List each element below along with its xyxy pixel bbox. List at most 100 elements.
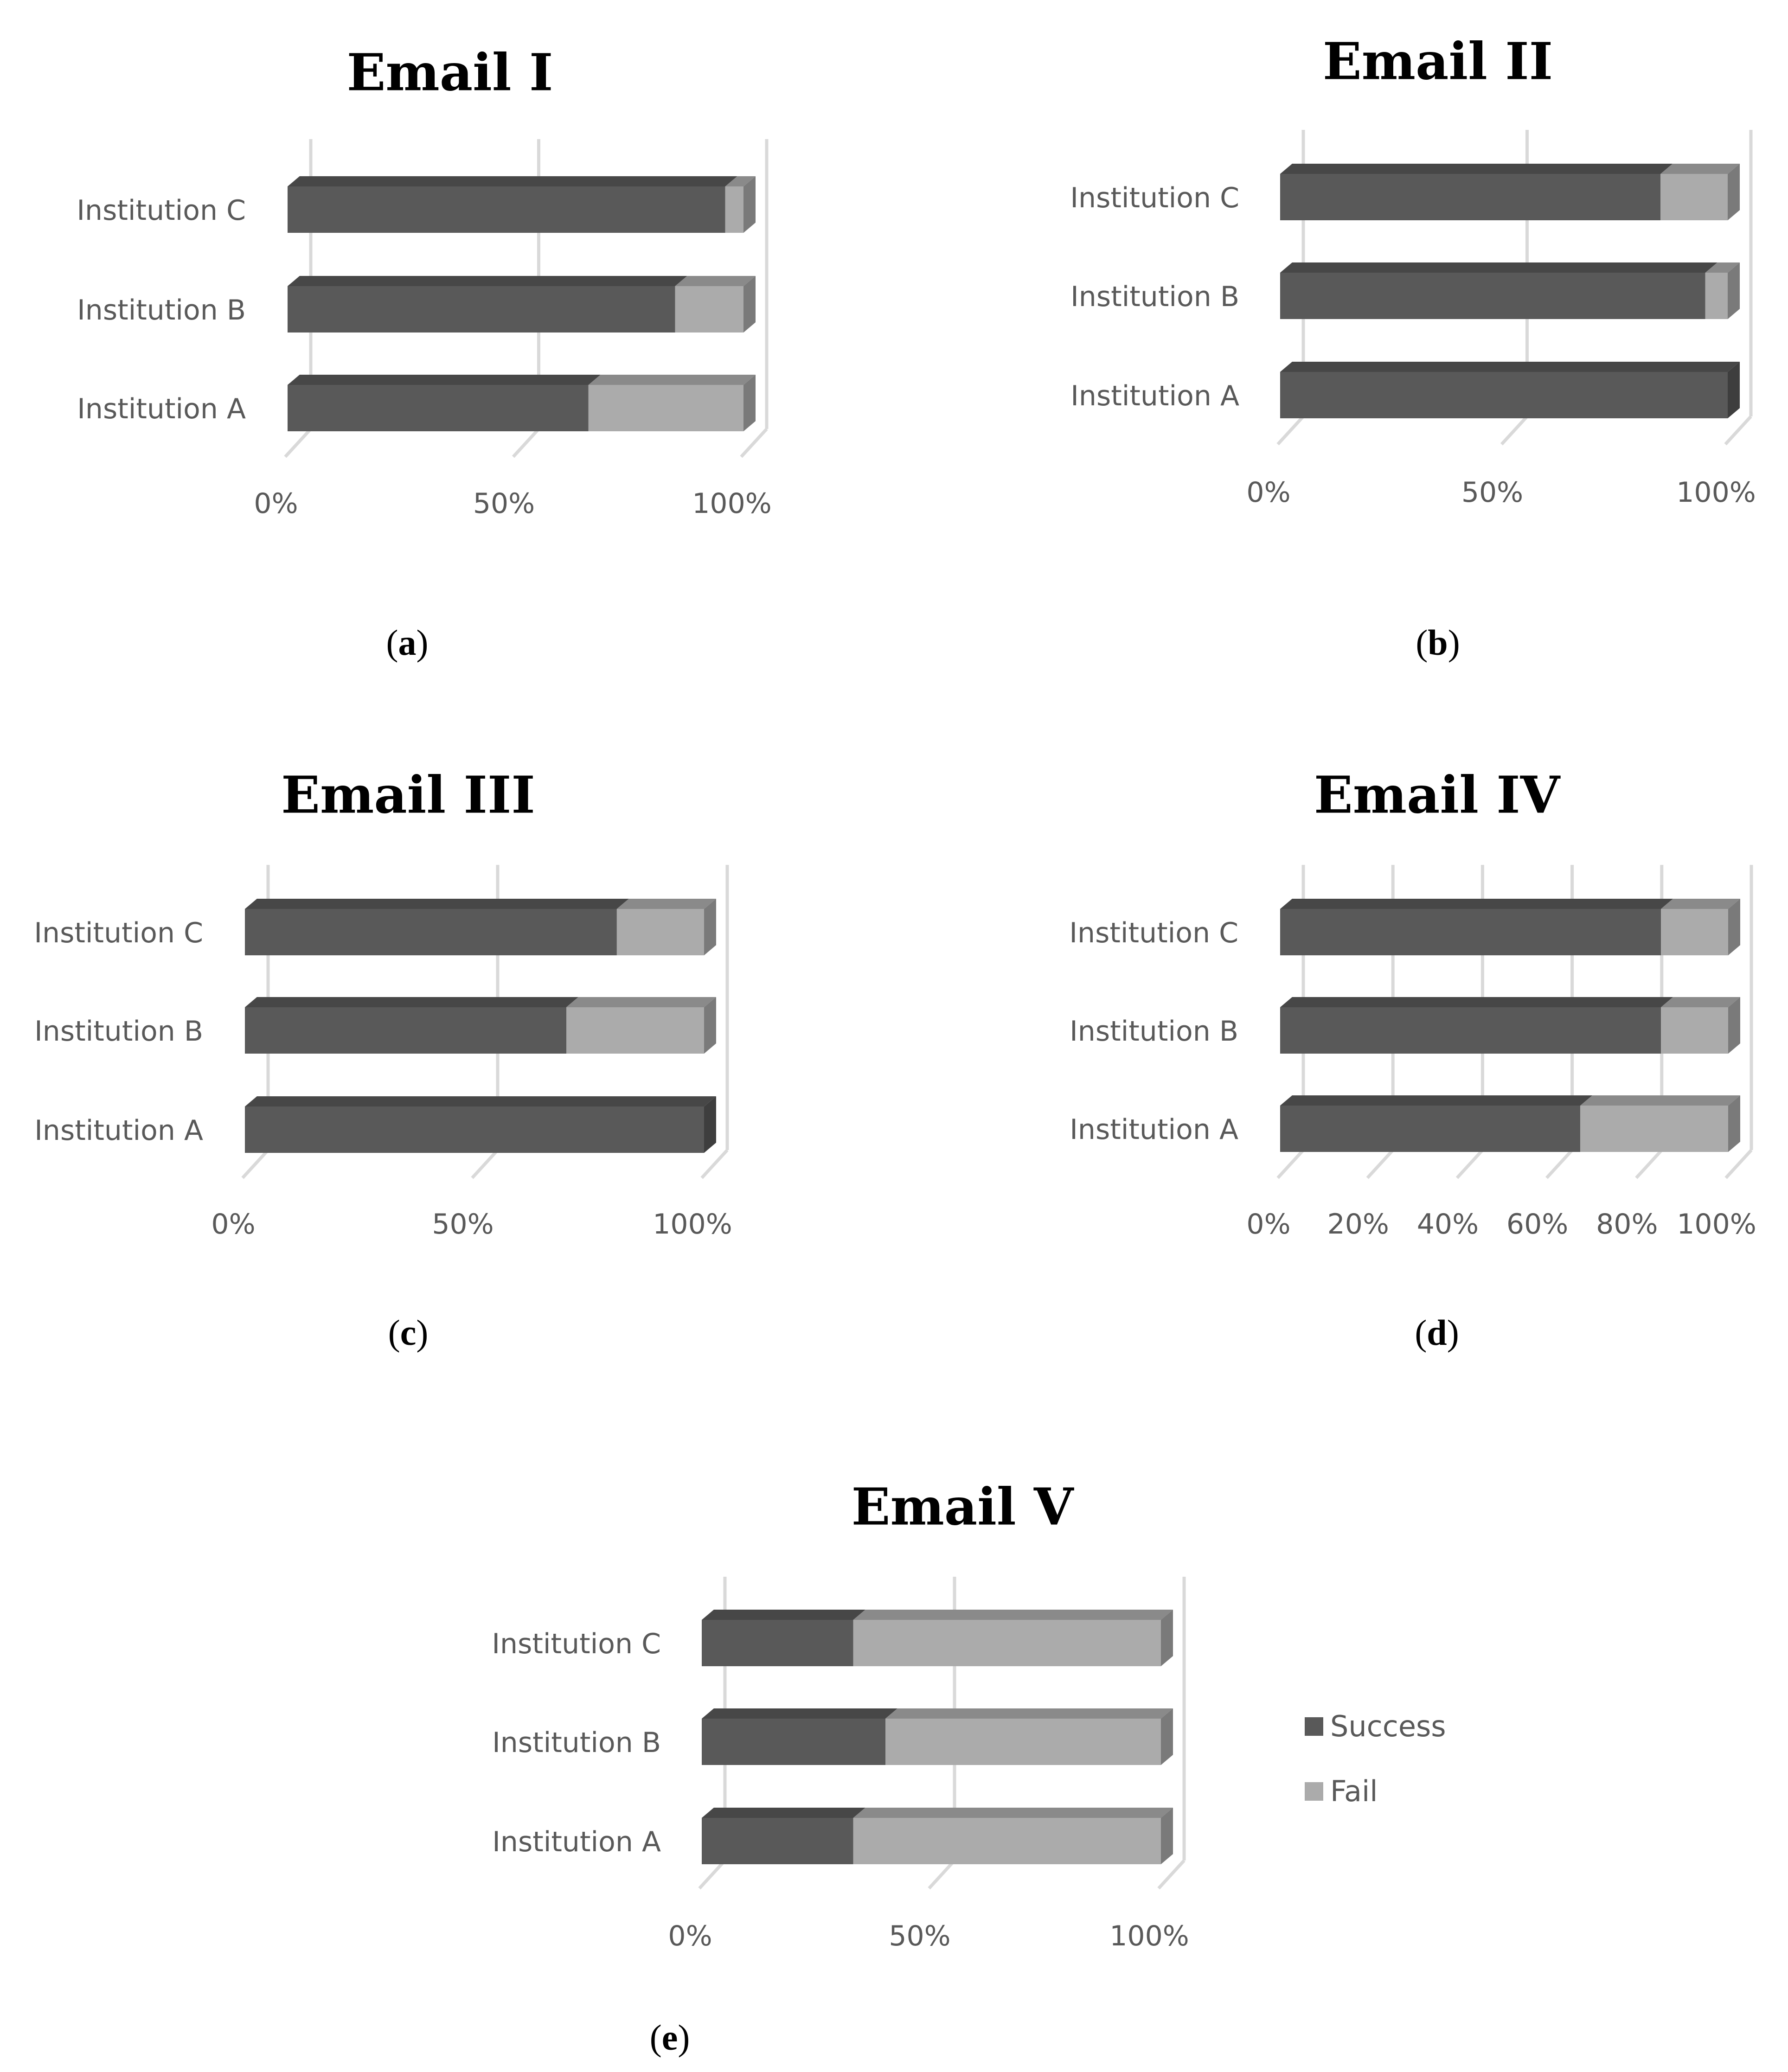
panel-caption: (c) (388, 1312, 429, 1353)
bar-segment-top (853, 1610, 1173, 1620)
chart-title: Email I (347, 42, 553, 102)
bar-segment-top (725, 176, 756, 186)
bar-segment-success (245, 1106, 704, 1153)
x-tick-label: 40% (1417, 1208, 1479, 1241)
floor-gridline (512, 428, 540, 458)
x-tick-label: 50% (473, 487, 535, 520)
caption-close: ) (1447, 1312, 1459, 1353)
bar-segment-top (1280, 899, 1673, 909)
bar-segment-success (245, 909, 617, 955)
bar-segment-success (1280, 273, 1705, 319)
chart-title: Email IV (1314, 765, 1561, 825)
bar-segment-top (1661, 899, 1740, 909)
caption-open: ( (1415, 1312, 1427, 1353)
floor-gridline (1500, 415, 1529, 446)
bar-segment-top (1280, 1095, 1593, 1106)
panel-caption: (d) (1415, 1312, 1459, 1353)
floor-gridline (698, 1859, 726, 1890)
category-label: Institution B (1070, 1015, 1238, 1048)
caption-letter: b (1428, 622, 1448, 663)
x-tick-label: 50% (889, 1920, 950, 1952)
bar-segment-fail (725, 186, 743, 233)
bar-segment-top (1280, 164, 1673, 174)
floor-gridline (1724, 1149, 1753, 1179)
category-label: Institution A (492, 1826, 661, 1858)
x-tick-label: 100% (1109, 1920, 1189, 1952)
bar-segment-success (288, 385, 589, 431)
bar-segment-success (1280, 174, 1661, 220)
bar-segment-top (675, 276, 756, 286)
category-label: Institution B (492, 1727, 661, 1759)
bar-segment-fail (885, 1719, 1161, 1765)
bar-segment-top (702, 1708, 897, 1719)
bar-segment-success (702, 1818, 853, 1864)
category-label: Institution A (77, 393, 246, 425)
bar-segment-side (1728, 899, 1740, 955)
panel-caption: (b) (1416, 622, 1460, 663)
floor-gridline (1455, 1149, 1484, 1179)
caption-close: ) (417, 622, 429, 663)
x-tick-label: 0% (1246, 1208, 1290, 1241)
bar-segment-side (704, 997, 716, 1054)
chart-panel-5: Email V 0% 50% 100% Institution A Institution… (492, 1477, 1189, 2058)
bar-segment-top (566, 997, 716, 1007)
bar-segment-side (1161, 1808, 1173, 1864)
bar-segment-top (288, 276, 687, 286)
category-label: Institution A (34, 1114, 203, 1147)
floor-gridline (1635, 1149, 1663, 1179)
bar-segment-top (1705, 262, 1740, 273)
x-tick-label: 60% (1506, 1208, 1568, 1241)
caption-open: ( (386, 622, 398, 663)
bar-segment-top (702, 1610, 865, 1620)
bar-segment-side (1728, 164, 1740, 220)
bar-segment-top (885, 1708, 1173, 1719)
bar-segment-top (1580, 1095, 1740, 1106)
category-label: Institution A (1070, 380, 1239, 412)
floor-gridline (284, 428, 312, 458)
category-label: Institution C (1069, 917, 1238, 949)
caption-open: ( (650, 2017, 662, 2058)
category-label: Institution C (34, 917, 203, 949)
caption-letter: c (400, 1312, 417, 1353)
floor-gridline (1366, 1149, 1394, 1179)
caption-close: ) (1448, 622, 1460, 663)
x-tick-label: 100% (653, 1208, 732, 1241)
bar-segment-top (1280, 362, 1740, 372)
bar-segment-top (1280, 997, 1673, 1007)
chart-panel-2: Email II 0% 50% 100% Institution A Institutio… (1070, 31, 1756, 663)
bar-segment-side (743, 176, 756, 233)
bar-segment-side (704, 899, 716, 955)
chart-panel-4: Email IV 0% 20% 40% 60% 80% 100% Institution A I… (1069, 765, 1756, 1353)
chart-panel-3: Email III 0% 50% 100% Institution A Instituti… (34, 765, 732, 1353)
x-tick-label: 0% (668, 1920, 712, 1952)
bar-segment-top (245, 899, 629, 909)
bar-segment-success (245, 1007, 566, 1054)
floor-gridline (928, 1859, 956, 1890)
x-tick-label: 0% (211, 1208, 255, 1241)
bar-segment-success (288, 186, 725, 233)
bar-segment-success (1280, 372, 1728, 418)
bar-segment-success (288, 286, 675, 333)
x-tick-label: 20% (1327, 1208, 1389, 1241)
bar-segment-side (1161, 1708, 1173, 1765)
bar-segment-side (1728, 997, 1740, 1054)
x-tick-label: 100% (692, 487, 772, 520)
legend: Success Fail (1305, 1709, 1446, 1808)
x-tick-label: 0% (254, 487, 298, 520)
legend-swatch-success (1305, 1717, 1323, 1736)
floor-gridline (1276, 415, 1305, 446)
bar-segment-success (1280, 1007, 1661, 1054)
legend-swatch-fail (1305, 1782, 1323, 1801)
bar-segment-success (702, 1620, 853, 1666)
bar-segment-top (1661, 997, 1740, 1007)
bar-segment-top (288, 176, 737, 186)
bar-segment-side (1728, 362, 1740, 418)
x-tick-label: 80% (1596, 1208, 1658, 1241)
x-tick-label: 0% (1246, 476, 1290, 509)
bar-segment-success (1280, 1106, 1581, 1152)
floor-gridline (1157, 1859, 1186, 1890)
category-label: Institution C (492, 1628, 661, 1660)
caption-close: ) (678, 2017, 690, 2058)
caption-open: ( (388, 1312, 400, 1353)
